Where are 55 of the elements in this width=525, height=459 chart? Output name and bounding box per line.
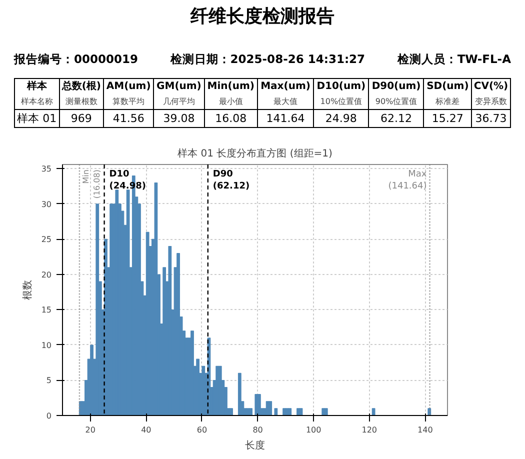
text: 最小值 <box>204 95 258 110</box>
text: 141.64 <box>257 109 314 128</box>
text: 24.98 <box>314 109 369 128</box>
text: 62.12 <box>368 109 424 128</box>
y-tick-label: 25 <box>41 235 52 244</box>
x-tick-label: 20 <box>85 426 96 434</box>
text: 几何平均 <box>154 95 204 110</box>
x-tick-label: 40 <box>141 426 152 434</box>
text: 检测人员：TW-FL-A <box>397 50 511 68</box>
y-tick-label: 0 <box>46 412 52 420</box>
chart-title: 样本 01 长度分布直方图 (组距=1) <box>178 148 332 160</box>
text: CV(%) <box>472 78 510 96</box>
y-tick-label: 20 <box>41 270 52 280</box>
text: D90(um) <box>368 78 424 96</box>
x-tick-label: 140 <box>418 426 433 434</box>
text: 算数平均 <box>104 95 154 110</box>
text: 39.08 <box>154 109 204 128</box>
x-tick-label: 60 <box>196 426 208 434</box>
text: 969 <box>59 109 104 128</box>
ref-line-label: Max (141.64) <box>388 170 428 192</box>
text: 测量根数 <box>59 95 104 110</box>
text: 样本 <box>14 78 60 96</box>
text: Max(um) <box>257 78 314 96</box>
text: 样本名称 <box>14 95 60 110</box>
y-axis-title: 根数 <box>21 280 34 300</box>
y-tick-label: 30 <box>41 200 52 209</box>
y-tick-label: 5 <box>46 376 52 386</box>
text: 10%位置值 <box>314 95 369 110</box>
y-tick-label: 35 <box>41 164 52 174</box>
y-tick-label: 10 <box>41 340 52 350</box>
text: 检测日期：2025-08-26 14:31:27 <box>170 50 366 68</box>
text: 总数(根) <box>59 78 104 96</box>
text: 36.73 <box>472 109 510 128</box>
text: 变异系数 <box>472 95 510 110</box>
text: 90%位置值 <box>368 95 424 110</box>
x-tick-label: 100 <box>306 426 322 434</box>
text: 16.08 <box>204 109 258 128</box>
ref-line-label: D90 (62.12) <box>212 170 250 192</box>
text: 报告编号：00000019 <box>14 50 138 68</box>
text: 标准差 <box>424 95 472 110</box>
text: 15.27 <box>424 109 472 128</box>
text: SD(um) <box>424 78 472 96</box>
x-tick-label: 120 <box>362 426 378 434</box>
text: AM(um) <box>104 78 154 96</box>
text: GM(um) <box>154 78 204 96</box>
y-tick-label: 15 <box>41 306 52 315</box>
x-tick-label: 80 <box>252 426 263 434</box>
text: 41.56 <box>104 109 154 128</box>
text: Min(um) <box>204 78 258 96</box>
text: D10(um) <box>314 78 369 96</box>
x-axis-title: 长度 <box>245 440 265 452</box>
text: 样本 01 <box>14 109 60 128</box>
text: 最大值 <box>257 95 314 110</box>
ref-line-label: Min (16.08) <box>81 170 102 199</box>
text: 纤维长度检测报告 <box>189 5 336 29</box>
